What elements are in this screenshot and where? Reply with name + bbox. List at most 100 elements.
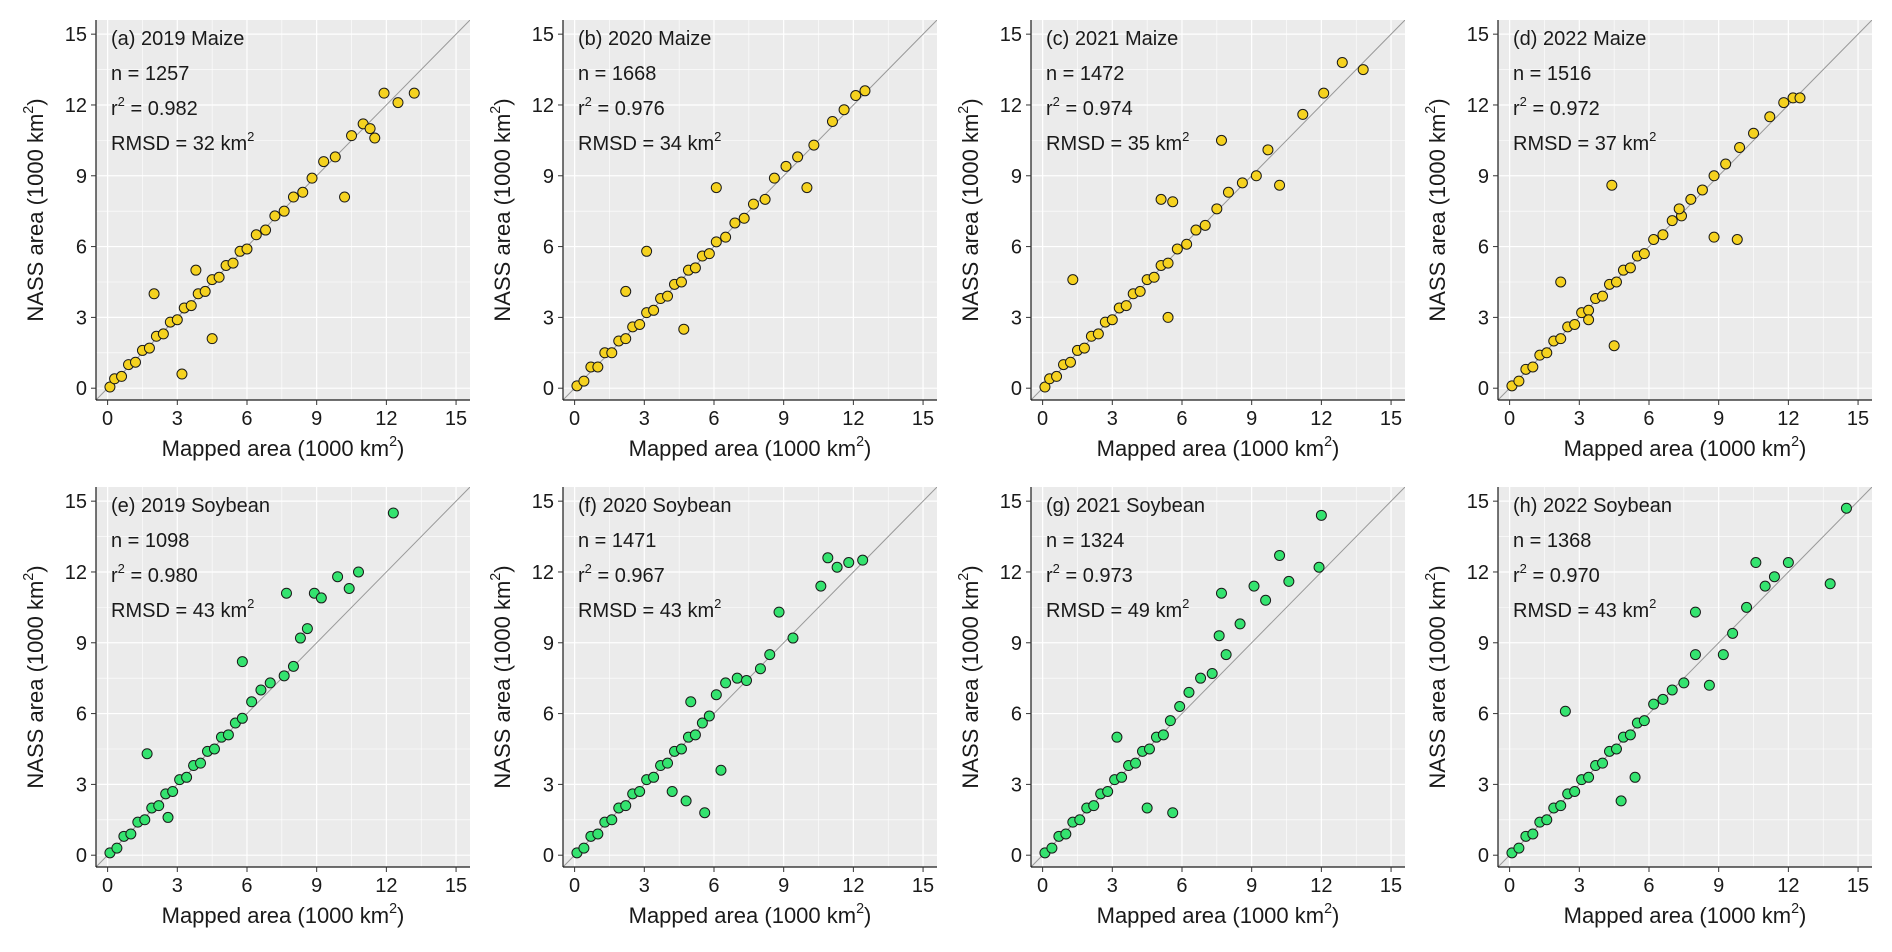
data-point bbox=[768, 172, 780, 184]
panel-panel: (c) bbox=[1046, 28, 1069, 50]
panel-crop: Soybean bbox=[191, 495, 270, 517]
data-point bbox=[287, 660, 299, 672]
y-axis-title: NASS area (1000 km2) bbox=[21, 98, 48, 321]
x-tick-label: 0 bbox=[569, 408, 580, 430]
data-point bbox=[1824, 578, 1836, 590]
data-point bbox=[246, 696, 258, 708]
data-point bbox=[859, 85, 871, 97]
data-point bbox=[329, 151, 341, 163]
x-tick-label: 3 bbox=[1574, 875, 1585, 897]
stat-r2: r2 = 0.974 bbox=[1046, 94, 1133, 120]
data-point bbox=[1067, 274, 1079, 286]
data-point bbox=[703, 710, 715, 722]
x-tick-label: 3 bbox=[1107, 408, 1118, 430]
data-point bbox=[1064, 356, 1076, 368]
stat-r2-value: 0.974 bbox=[1083, 98, 1133, 120]
x-tick-label: 0 bbox=[1504, 408, 1515, 430]
data-point bbox=[815, 580, 827, 592]
data-point bbox=[1078, 342, 1090, 354]
data-point bbox=[1734, 141, 1746, 153]
stat-rmsd-value: 37 bbox=[1595, 133, 1617, 155]
data-point bbox=[1167, 807, 1179, 819]
data-point bbox=[1167, 196, 1179, 208]
y-tick-label: 3 bbox=[76, 774, 87, 796]
data-point bbox=[1764, 111, 1776, 123]
x-tick-label: 15 bbox=[445, 408, 467, 430]
stat-n: n = 1257 bbox=[111, 63, 189, 85]
data-point bbox=[181, 771, 193, 783]
data-point bbox=[1164, 715, 1176, 727]
data-point bbox=[1162, 311, 1174, 323]
panel-c: 00 3 3 6 6 9 9 12 12 15 15 Mapped area (1000 km2) NA… bbox=[956, 20, 1405, 461]
data-point bbox=[1741, 601, 1753, 613]
x-axis-title: Mapped area (1000 km2) bbox=[1097, 434, 1340, 461]
data-point bbox=[1657, 229, 1669, 241]
y-tick-label: 9 bbox=[1478, 633, 1489, 655]
data-point bbox=[831, 561, 843, 573]
y-tick-label: 0 bbox=[543, 378, 554, 400]
data-point bbox=[747, 198, 759, 210]
y-tick-label: 12 bbox=[1467, 95, 1489, 117]
data-point bbox=[369, 132, 381, 144]
panel-panel: (e) bbox=[111, 495, 135, 517]
data-point bbox=[1696, 184, 1708, 196]
data-point bbox=[1624, 729, 1636, 741]
data-point bbox=[592, 361, 604, 373]
data-point bbox=[1171, 243, 1183, 255]
data-point bbox=[167, 785, 179, 797]
x-tick-label: 3 bbox=[639, 408, 650, 430]
data-point bbox=[318, 156, 330, 168]
data-point bbox=[241, 243, 253, 255]
panel-h: 00 3 3 6 6 9 9 12 12 15 15 Mapped area (1000 km2) NA… bbox=[1423, 487, 1872, 928]
x-axis-title: Mapped area (1000 km2) bbox=[1097, 901, 1340, 928]
data-point bbox=[190, 264, 202, 276]
data-point bbox=[1120, 300, 1132, 312]
x-tick-label: 0 bbox=[1504, 875, 1515, 897]
data-point bbox=[1195, 672, 1207, 684]
data-point bbox=[1274, 179, 1286, 191]
x-axis-title: Mapped area (1000 km2) bbox=[162, 901, 405, 928]
data-point bbox=[1685, 193, 1697, 205]
stat-r2-value: 0.970 bbox=[1550, 565, 1600, 587]
data-point bbox=[227, 257, 239, 269]
y-tick-label: 3 bbox=[543, 307, 554, 329]
points-group bbox=[104, 507, 399, 859]
data-point bbox=[1555, 333, 1567, 345]
data-point bbox=[662, 290, 674, 302]
data-point bbox=[710, 182, 722, 194]
data-point bbox=[387, 507, 399, 519]
data-point bbox=[1678, 677, 1690, 689]
data-point bbox=[1583, 304, 1595, 316]
data-point bbox=[222, 729, 234, 741]
data-point bbox=[269, 210, 281, 222]
data-point bbox=[255, 684, 267, 696]
panel-e: 00 3 3 6 6 9 9 12 12 15 15 Mapped area (1000 km2) NA… bbox=[21, 487, 470, 928]
data-point bbox=[1234, 618, 1246, 630]
data-point bbox=[306, 172, 318, 184]
data-point bbox=[1250, 170, 1262, 182]
data-point bbox=[236, 656, 248, 668]
data-point bbox=[738, 212, 750, 224]
data-point bbox=[1060, 828, 1072, 840]
y-tick-label: 15 bbox=[65, 24, 87, 46]
x-axis-title: Mapped area (1000 km2) bbox=[629, 901, 872, 928]
data-point bbox=[1183, 686, 1195, 698]
panel-year: 2022 bbox=[1543, 28, 1588, 50]
stat-rmsd-value: 49 bbox=[1128, 600, 1150, 622]
stat-rmsd-value: 43 bbox=[660, 600, 682, 622]
points-group bbox=[1039, 509, 1327, 859]
data-point bbox=[662, 757, 674, 769]
data-point bbox=[1778, 97, 1790, 109]
data-point bbox=[1141, 802, 1153, 814]
panel-f: 00 3 3 6 6 9 9 12 12 15 15 Mapped area (1000 km2) NA… bbox=[488, 487, 937, 928]
data-point bbox=[1541, 814, 1553, 826]
data-point bbox=[162, 811, 174, 823]
data-point bbox=[1143, 743, 1155, 755]
data-point bbox=[1130, 757, 1142, 769]
data-point bbox=[857, 554, 869, 566]
data-point bbox=[1840, 502, 1852, 514]
stat-rmsd-value: 32 bbox=[193, 133, 215, 155]
data-point bbox=[141, 748, 153, 760]
data-point bbox=[278, 670, 290, 682]
data-point bbox=[850, 90, 862, 102]
